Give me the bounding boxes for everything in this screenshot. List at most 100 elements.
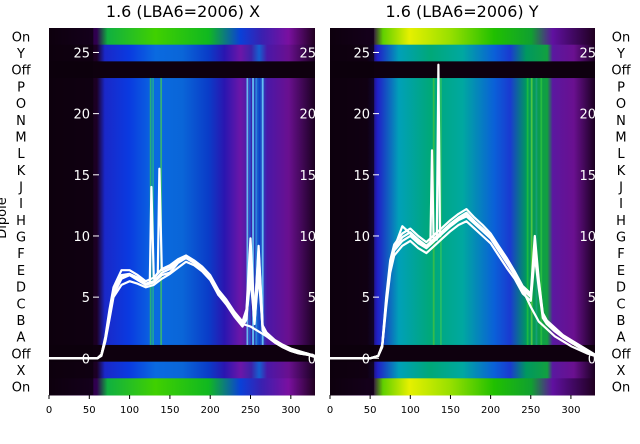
row-label: D (616, 281, 626, 296)
row-label: H (616, 214, 626, 229)
panel-x-x-ticks: 0 50 100 150 200 250 300 (46, 395, 300, 416)
x-tick-label: 300 (281, 405, 300, 416)
heatmap-row (49, 328, 315, 346)
overlay-y-tick-label-right: 0 (588, 352, 596, 367)
heatmap-row (330, 178, 595, 196)
row-label: K (617, 164, 626, 179)
heatmap-row (330, 261, 595, 279)
panel-x-overlay-y-ticks: 0 0 5 5 10 10 15 15 20 20 25 25 (73, 46, 316, 367)
overlay-series-line (330, 220, 596, 360)
row-label: L (617, 147, 625, 162)
overlay-y-tick-label-right: 5 (308, 291, 316, 306)
heatmap-row (49, 111, 315, 129)
row-label: N (616, 114, 626, 129)
row-label: On (12, 381, 30, 396)
heatmap-row (49, 211, 315, 229)
heatmap-row (49, 78, 315, 96)
row-label: X (17, 364, 26, 379)
row-label: Off (11, 347, 31, 362)
interference-stripe (530, 78, 533, 345)
panel-y-overlay-y-ticks: 0 0 5 5 10 10 15 15 20 20 25 25 (353, 46, 596, 367)
heatmap-row (49, 344, 315, 363)
low-band-shade (330, 28, 375, 395)
overlay-y-tick-label-right: 10 (579, 230, 596, 245)
row-label: G (616, 231, 626, 246)
x-tick-label: 0 (327, 405, 333, 416)
heatmap-row (49, 44, 315, 62)
heatmap-row (49, 228, 315, 246)
interference-stripe (261, 78, 264, 345)
overlay-y-tick-label-right: 25 (579, 46, 596, 61)
heatmap-row (49, 144, 315, 162)
row-label: M (15, 130, 26, 145)
heatmap-row (330, 28, 595, 46)
x-tick-label: 0 (46, 405, 52, 416)
panel-y-x-ticks: 0 50 100 150 200 250 300 (327, 395, 580, 416)
heatmap-row (330, 144, 595, 162)
row-label: Off (11, 64, 31, 79)
row-label: On (12, 30, 30, 45)
row-label: O (616, 97, 626, 112)
x-tick-label: 150 (160, 405, 179, 416)
heatmap-row (49, 161, 315, 179)
overlay-y-tick-label-right: 20 (579, 108, 596, 123)
heatmap-row (330, 328, 595, 346)
x-tick-label: 250 (521, 405, 540, 416)
row-label: F (17, 247, 24, 262)
heatmap-row (330, 378, 595, 396)
overlay-y-tick-label: 20 (73, 108, 90, 123)
row-label: C (16, 297, 25, 312)
panel-y-heatmap (330, 28, 595, 396)
row-label: P (617, 80, 625, 95)
row-label: N (16, 114, 26, 129)
interference-stripe (526, 78, 529, 345)
row-label: C (616, 297, 625, 312)
y-axis-label: Dipole (0, 197, 10, 238)
row-label: M (615, 130, 626, 145)
row-label: J (18, 180, 23, 195)
heatmap-row (330, 211, 595, 229)
heatmap-row (49, 128, 315, 146)
row-label: On (612, 30, 630, 45)
row-label: H (16, 214, 26, 229)
row-label: On (612, 381, 630, 396)
interference-stripe (535, 78, 538, 345)
row-label: G (16, 231, 26, 246)
overlay-y-tick-label-right: 25 (299, 46, 316, 61)
row-label: J (618, 180, 623, 195)
heatmap-row (49, 178, 315, 196)
x-tick-label: 300 (561, 405, 580, 416)
overlay-y-tick-label: 25 (73, 46, 90, 61)
overlay-y-tick-label: 25 (353, 46, 370, 61)
row-label: P (17, 80, 25, 95)
panel-x-stripes (49, 28, 264, 395)
interference-stripe (258, 78, 261, 345)
heatmap-row (49, 94, 315, 112)
x-tick-label: 150 (441, 405, 460, 416)
overlay-y-tick-label: 20 (353, 108, 370, 123)
row-label: O (16, 97, 26, 112)
heatmap-row (49, 361, 315, 379)
row-label: L (17, 147, 25, 162)
panel-x: 1.6 (LBA6=2006) X 0 0 5 5 10 10 15 15 20 20 25 25 0… (0, 2, 316, 416)
heatmap-row (330, 78, 595, 96)
overlay-series-line (49, 167, 316, 360)
row-label: E (617, 264, 625, 279)
row-label: Off (611, 347, 631, 362)
overlay-y-tick-label: 15 (73, 169, 90, 184)
panel-x-title: 1.6 (LBA6=2006) X (106, 2, 260, 21)
panel-y: 1.6 (LBA6=2006) Y 0 0 5 5 10 10 15 15 20 20 25 25 0… (327, 2, 632, 416)
overlay-series-line (330, 63, 596, 360)
row-label: E (17, 264, 25, 279)
overlay-y-tick-label-right: 15 (299, 169, 316, 184)
row-label: Off (611, 64, 631, 79)
heatmap-row (49, 28, 315, 46)
interference-stripe (540, 78, 543, 345)
row-label: X (617, 364, 626, 379)
interference-stripe (248, 78, 251, 345)
x-tick-label: 200 (481, 405, 500, 416)
heatmap-row (330, 361, 595, 379)
